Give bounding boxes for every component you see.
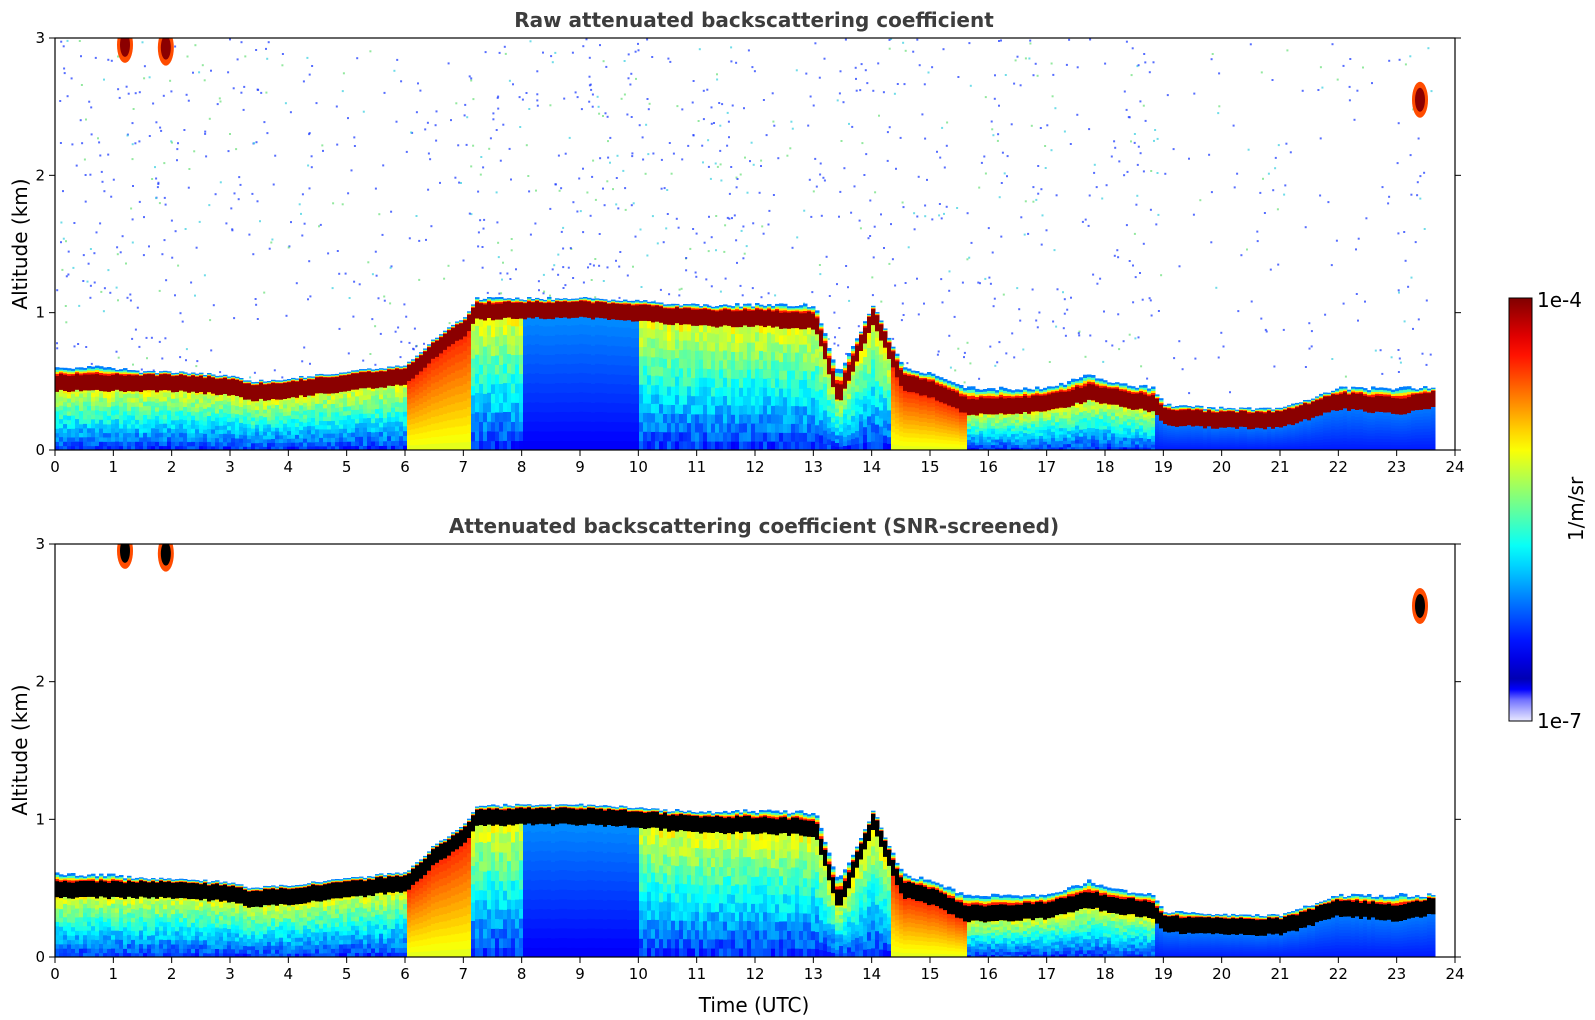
y-tick-label: 3: [35, 29, 45, 47]
y-tick-label: 1: [35, 304, 45, 322]
x-tick-label: 4: [284, 965, 294, 983]
x-tick-label: 18: [1095, 458, 1114, 476]
x-tick-label: 1: [109, 458, 119, 476]
boundary-layer-columns: [55, 296, 1436, 450]
elevated-clouds: [117, 38, 1428, 118]
x-tick-label: 12: [745, 458, 764, 476]
x-tick-label: 6: [400, 965, 410, 983]
raw-backscatter-panel: Raw attenuated backscattering coefficien…: [8, 8, 1465, 476]
x-tick-label: 3: [225, 458, 235, 476]
x-tick-label: 5: [342, 965, 352, 983]
x-tick-label: 23: [1387, 965, 1406, 983]
y-tick-label: 2: [35, 166, 45, 184]
y-tick-label: 1: [35, 810, 45, 828]
screened-panel-title: Attenuated backscattering coefficient (S…: [449, 514, 1059, 538]
screened-backscatter-panel: Attenuated backscattering coefficient (S…: [8, 514, 1465, 1017]
x-tick-label: 12: [745, 965, 764, 983]
y-tick-label: 3: [35, 535, 45, 553]
x-tick-label: 14: [862, 458, 881, 476]
x-tick-label: 19: [1154, 458, 1173, 476]
x-tick-label: 0: [50, 458, 60, 476]
x-tick-label: 17: [1037, 458, 1056, 476]
x-tick-label: 20: [1212, 458, 1231, 476]
raw-plot-area: [55, 38, 1436, 450]
x-tick-label: 11: [687, 458, 706, 476]
x-axis-label: Time (UTC): [698, 993, 810, 1017]
x-tick-label: 2: [167, 965, 177, 983]
x-tick-label: 18: [1095, 965, 1114, 983]
colorbar-unit-label: 1/m/sr: [1564, 476, 1588, 541]
colorbar: 1e-4 1e-7 1/m/sr: [1508, 288, 1588, 733]
x-tick-label: 19: [1154, 965, 1173, 983]
x-tick-label: 1: [109, 965, 119, 983]
x-tick-label: 15: [920, 458, 939, 476]
colorbar-gradient: [1508, 297, 1533, 722]
x-tick-label: 24: [1445, 458, 1464, 476]
x-tick-label: 13: [804, 458, 823, 476]
y-tick-label: 0: [35, 948, 45, 966]
raw-axis-ticks: 0 1 2 3 4 5 6 7 8 9 10 11 12 13 14 15 16 17 18 19 20 21 22 23 24…: [35, 29, 1464, 476]
x-tick-label: 16: [979, 458, 998, 476]
raw-y-axis-label: Altitude (km): [8, 178, 32, 309]
x-tick-label: 0: [50, 965, 60, 983]
colorbar-max-label: 1e-4: [1537, 288, 1582, 312]
x-tick-label: 21: [1270, 458, 1289, 476]
x-tick-label: 9: [575, 458, 585, 476]
x-tick-label: 3: [225, 965, 235, 983]
x-tick-label: 24: [1445, 965, 1464, 983]
x-tick-label: 10: [629, 458, 648, 476]
x-tick-label: 8: [517, 458, 527, 476]
x-tick-label: 22: [1329, 965, 1348, 983]
screened-plot-area: [55, 544, 1436, 957]
x-tick-label: 9: [575, 965, 585, 983]
x-tick-label: 8: [517, 965, 527, 983]
y-tick-label: 0: [35, 441, 45, 459]
x-tick-label: 23: [1387, 458, 1406, 476]
x-tick-label: 11: [687, 965, 706, 983]
x-tick-label: 6: [400, 458, 410, 476]
raw-panel-title: Raw attenuated backscattering coefficien…: [514, 8, 994, 32]
boundary-layer-columns: [55, 803, 1436, 957]
screened-y-axis-label: Altitude (km): [8, 684, 32, 815]
x-tick-label: 20: [1212, 965, 1231, 983]
colorbar-min-label: 1e-7: [1537, 709, 1582, 733]
x-tick-label: 22: [1329, 458, 1348, 476]
x-tick-label: 5: [342, 458, 352, 476]
x-tick-label: 17: [1037, 965, 1056, 983]
x-tick-label: 14: [862, 965, 881, 983]
x-tick-label: 15: [920, 965, 939, 983]
x-tick-label: 16: [979, 965, 998, 983]
elevated-clouds: [117, 544, 1428, 624]
screened-axis-ticks: 0 1 2 3 4 5 6 7 8 9 10 11 12 13 14 15 16 17 18 19 20 21 22 23 24…: [35, 535, 1464, 983]
x-tick-label: 4: [284, 458, 294, 476]
x-tick-label: 13: [804, 965, 823, 983]
x-tick-label: 7: [459, 965, 469, 983]
x-tick-label: 10: [629, 965, 648, 983]
x-tick-label: 2: [167, 458, 177, 476]
y-tick-label: 2: [35, 673, 45, 691]
x-tick-label: 21: [1270, 965, 1289, 983]
x-tick-label: 7: [459, 458, 469, 476]
